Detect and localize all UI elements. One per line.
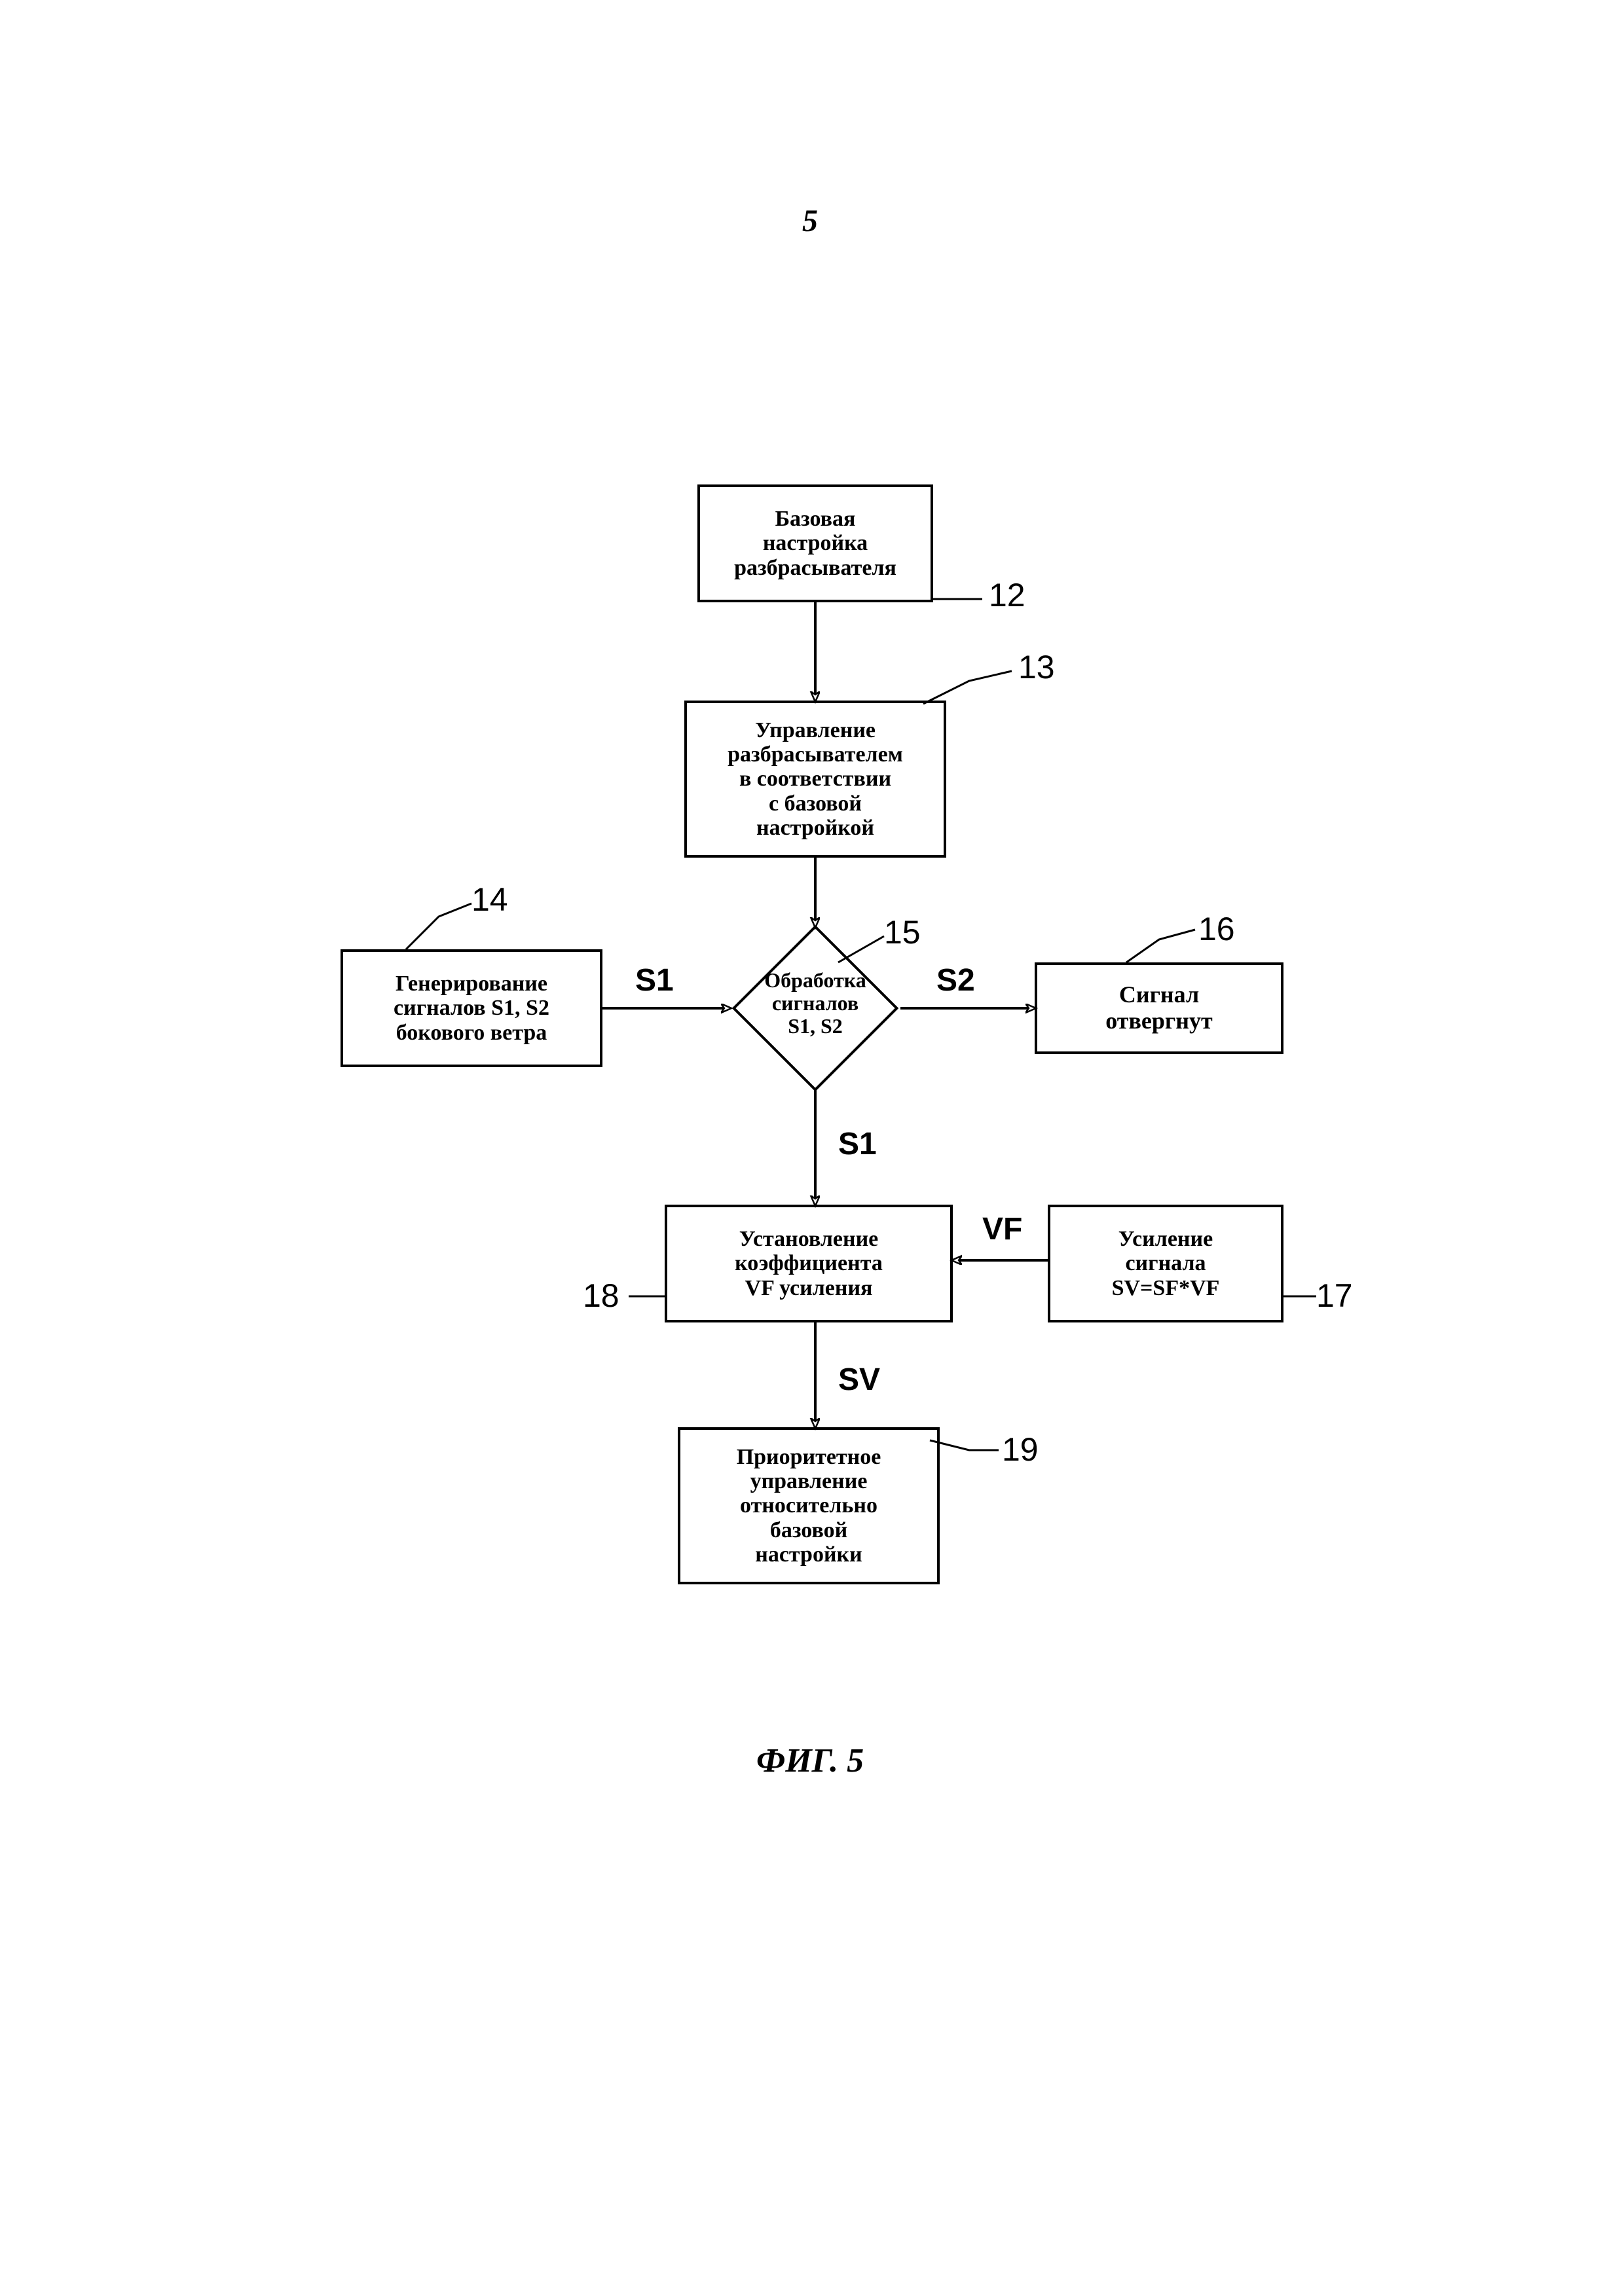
page: 5 Базоваянастройкаразбрасывателя 12 Упра… — [0, 0, 1624, 2296]
ref-18: 18 — [583, 1277, 619, 1315]
ref-15: 15 — [884, 913, 921, 951]
node-15-decision — [732, 925, 899, 1092]
figure-caption: ФИГ. 5 — [756, 1741, 864, 1780]
node-17-amplify: УсилениесигналаSV=SF*VF — [1048, 1205, 1283, 1322]
node-12-label: Базоваянастройкаразбрасывателя — [734, 507, 896, 580]
node-16-rejected: Сигналотвергнут — [1035, 962, 1283, 1054]
node-18-label: УстановлениекоэффициентаVF усиления — [735, 1227, 883, 1300]
ref-13: 13 — [1018, 648, 1055, 686]
node-13-control: Управлениеразбрасывателемв соответствиис… — [684, 701, 946, 858]
node-12-basic-setup: Базоваянастройкаразбрасывателя — [697, 484, 933, 602]
node-16-label: Сигналотвергнут — [1105, 982, 1212, 1034]
node-19-label: Приоритетноеуправлениеотносительнобазово… — [737, 1445, 881, 1567]
ref-12: 12 — [989, 576, 1025, 614]
node-13-label: Управлениеразбрасывателемв соответствиис… — [728, 718, 903, 841]
ref-17: 17 — [1316, 1277, 1353, 1315]
node-14-generate: Генерированиесигналов S1, S2бокового вет… — [341, 949, 602, 1067]
edge-label-s1-down: S1 — [838, 1126, 877, 1162]
node-19-priority: Приоритетноеуправлениеотносительнобазово… — [678, 1427, 940, 1584]
arrows-overlay — [0, 0, 1624, 2296]
edge-label-s2: S2 — [936, 962, 975, 998]
node-17-label: УсилениесигналаSV=SF*VF — [1112, 1227, 1220, 1300]
ref-19: 19 — [1002, 1430, 1039, 1468]
ref-16: 16 — [1198, 910, 1235, 948]
ref-14: 14 — [471, 881, 508, 919]
page-number: 5 — [802, 203, 818, 239]
node-18-vf-setup: УстановлениекоэффициентаVF усиления — [665, 1205, 953, 1322]
edge-label-s1-left: S1 — [635, 962, 674, 998]
edge-label-vf: VF — [982, 1211, 1022, 1247]
node-14-label: Генерированиесигналов S1, S2бокового вет… — [394, 972, 549, 1045]
edge-label-sv: SV — [838, 1362, 880, 1398]
